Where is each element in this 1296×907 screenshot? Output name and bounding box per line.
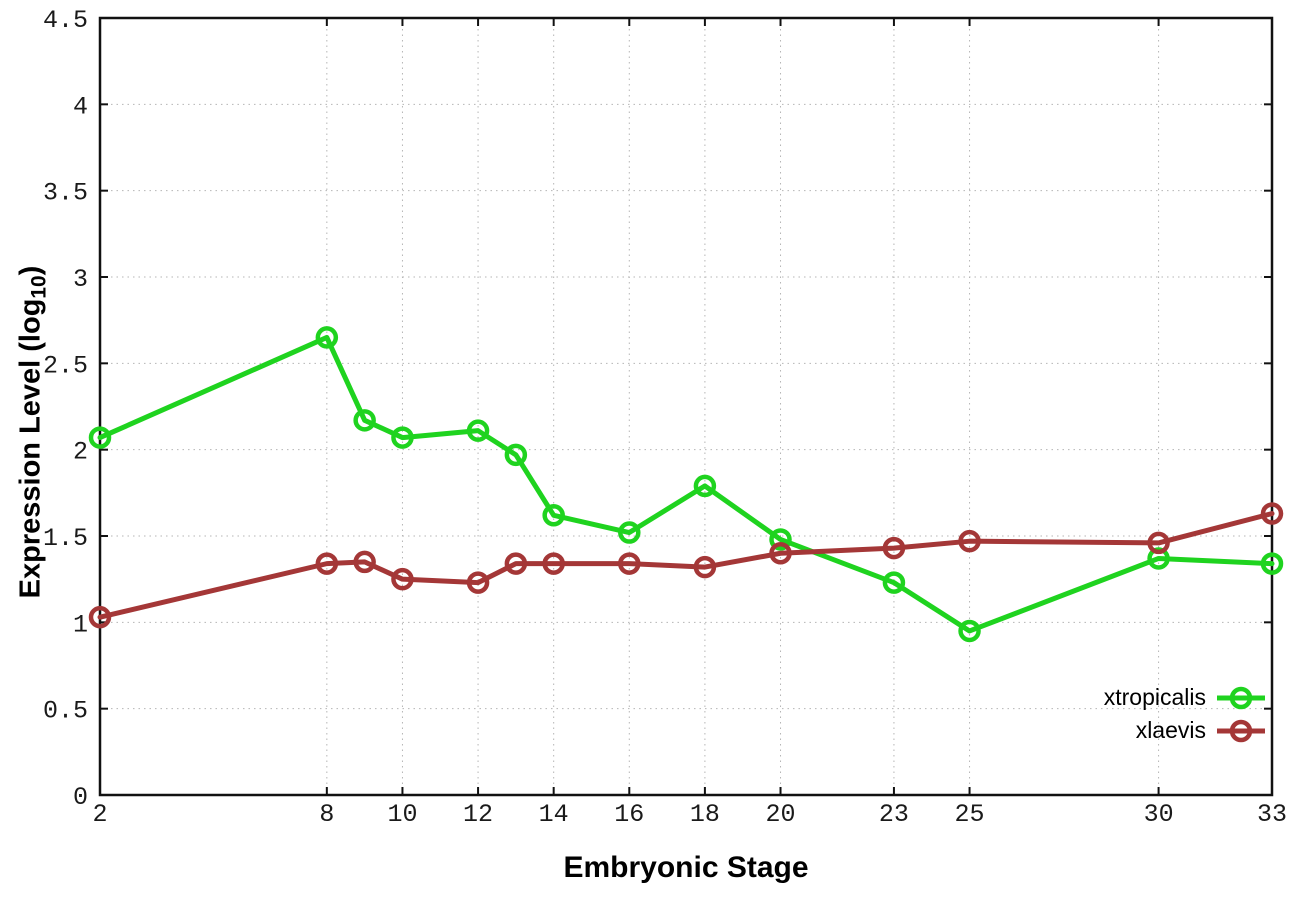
x-tick-label: 16 [614, 800, 644, 829]
legend-item-xlaevis: xlaevis [1104, 714, 1266, 747]
data-point-xtropicalis [466, 419, 490, 442]
series-line-xlaevis [97, 511, 1275, 620]
y-axis-title-subscript: 10 [27, 275, 51, 299]
y-tick-label: 2 [73, 438, 88, 467]
x-tick-label: 23 [879, 800, 909, 829]
series-line-xtropicalis [97, 334, 1275, 634]
data-point-xtropicalis [618, 521, 641, 544]
y-axis-title: Expression Level (log10) [14, 266, 51, 599]
x-tick-label: 18 [690, 800, 720, 829]
data-point-xlaevis [504, 552, 528, 575]
x-tick-label: 25 [955, 800, 985, 829]
y-tick-label: 0.5 [43, 697, 88, 726]
data-point-xlaevis [1147, 531, 1170, 555]
data-point-xlaevis [882, 536, 906, 560]
data-point-xtropicalis [1147, 547, 1170, 570]
data-point-xtropicalis [769, 528, 792, 551]
data-point-xlaevis [1260, 502, 1284, 525]
data-point-xlaevis [88, 605, 112, 629]
data-point-xlaevis [769, 542, 792, 565]
x-tick-label: 8 [319, 800, 334, 829]
y-tick-label: 4.5 [43, 6, 88, 35]
y-tick-label: 0 [73, 783, 88, 812]
data-point-xlaevis [315, 552, 339, 575]
legend: xtropicalis xlaevis [1104, 681, 1266, 747]
x-tick-label: 33 [1257, 800, 1287, 829]
data-point-xtropicalis [542, 504, 565, 527]
y-axis-title-close: ) [14, 265, 47, 276]
y-tick-label: 4 [73, 92, 88, 121]
data-point-xtropicalis [88, 426, 112, 449]
x-axis-title: Embryonic Stage [563, 851, 809, 884]
data-point-xlaevis [618, 552, 641, 575]
y-tick-label: 3.5 [43, 179, 88, 208]
x-tick-label: 14 [539, 800, 569, 829]
data-point-xlaevis [391, 567, 414, 591]
plot-border [98, 16, 1274, 797]
data-point-xtropicalis [315, 326, 339, 349]
y-axis-title-text: Expression Level (log [14, 298, 47, 599]
data-point-xlaevis [542, 552, 565, 575]
data-point-xtropicalis [693, 474, 717, 498]
data-point-xtropicalis [353, 409, 376, 432]
x-tick-label: 30 [1144, 800, 1174, 829]
data-point-xtropicalis [1260, 552, 1284, 575]
legend-label-xtropicalis: xtropicalis [1103, 684, 1206, 710]
y-tick-label: 3 [73, 265, 88, 294]
y-tick-label: 1.5 [43, 524, 88, 553]
legend-marker-xtropicalis-icon [1217, 686, 1265, 709]
data-point-xtropicalis [882, 571, 906, 594]
legend-marker-xlaevis-icon [1217, 719, 1265, 742]
x-tick-label: 12 [463, 800, 493, 829]
x-tick-label: 20 [766, 800, 796, 829]
data-point-xlaevis [958, 529, 981, 553]
x-tick-label: 2 [92, 800, 107, 829]
legend-label-xlaevis: xlaevis [1135, 717, 1206, 743]
data-point-xlaevis [466, 571, 490, 594]
x-tick-label: 10 [387, 800, 417, 829]
data-point-xlaevis [693, 555, 717, 579]
data-point-xtropicalis [504, 443, 528, 467]
data-point-xlaevis [353, 550, 376, 574]
y-tick-label: 1 [73, 610, 88, 639]
y-tick-label: 2.5 [43, 351, 88, 380]
legend-item-xtropicalis: xtropicalis [1104, 681, 1266, 714]
data-point-xtropicalis [391, 426, 414, 449]
data-point-xtropicalis [958, 619, 981, 643]
